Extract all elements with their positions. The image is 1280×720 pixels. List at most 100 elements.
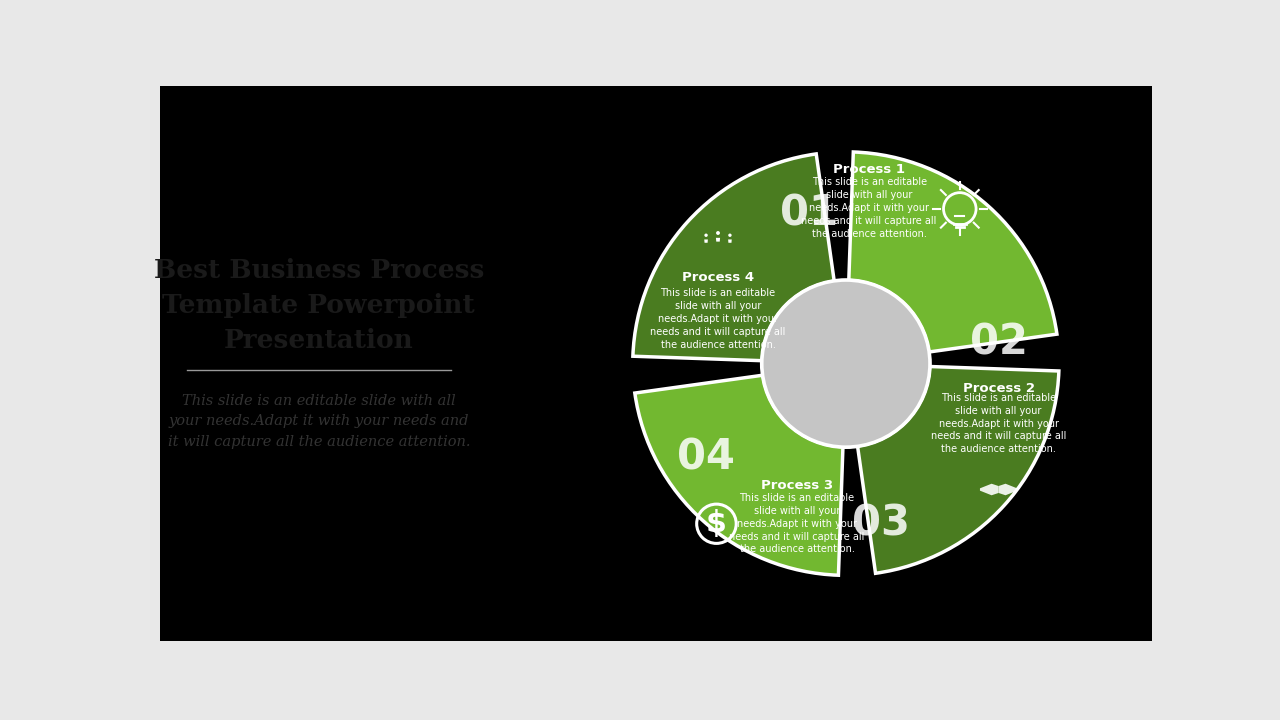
Bar: [536, 86, 540, 641]
Bar: [458, 86, 462, 641]
Bar: [1059, 86, 1062, 641]
Bar: [888, 86, 892, 641]
Bar: [408, 86, 412, 641]
Bar: [1032, 86, 1036, 641]
Bar: [699, 86, 703, 641]
Bar: [1009, 86, 1012, 641]
Bar: [443, 86, 447, 641]
Bar: [636, 86, 640, 641]
Text: This slide is an editable
slide with all your
needs.Adapt it with your
needs and: This slide is an editable slide with all…: [801, 177, 937, 238]
Polygon shape: [704, 240, 708, 243]
Bar: [319, 86, 323, 641]
Bar: [571, 86, 575, 641]
Bar: [1036, 86, 1039, 641]
Bar: [684, 86, 687, 641]
Bar: [1074, 86, 1078, 641]
Text: This slide is an editable
slide with all your
needs.Adapt it with your
needs and: This slide is an editable slide with all…: [650, 288, 786, 349]
Bar: [986, 86, 989, 641]
Bar: [877, 86, 881, 641]
Bar: [575, 86, 579, 641]
Wedge shape: [849, 152, 1057, 352]
Bar: [993, 86, 997, 641]
Circle shape: [716, 231, 719, 235]
Bar: [563, 86, 567, 641]
Text: Process 2: Process 2: [963, 382, 1034, 395]
Bar: [943, 86, 947, 641]
Bar: [435, 86, 439, 641]
Bar: [850, 86, 854, 641]
Bar: [613, 86, 617, 641]
Bar: [974, 86, 978, 641]
Bar: [1094, 86, 1098, 641]
Bar: [361, 86, 365, 641]
Polygon shape: [980, 484, 998, 495]
Bar: [439, 86, 443, 641]
Bar: [326, 86, 330, 641]
Bar: [512, 86, 517, 641]
Bar: [225, 86, 229, 641]
Bar: [548, 86, 552, 641]
Bar: [812, 86, 815, 641]
Bar: [703, 86, 707, 641]
Bar: [500, 86, 504, 641]
Bar: [900, 86, 904, 641]
Bar: [772, 86, 776, 641]
Bar: [234, 86, 238, 641]
Bar: [214, 86, 218, 641]
Bar: [1012, 86, 1016, 641]
Bar: [710, 86, 714, 641]
Bar: [378, 86, 381, 641]
Bar: [764, 86, 768, 641]
Bar: [1098, 86, 1102, 641]
Bar: [1070, 86, 1074, 641]
Circle shape: [760, 279, 931, 449]
Bar: [261, 86, 265, 641]
Bar: [300, 86, 303, 641]
Bar: [911, 86, 915, 641]
Bar: [428, 86, 431, 641]
Bar: [959, 86, 963, 641]
Bar: [1062, 86, 1066, 641]
Bar: [187, 86, 191, 641]
Bar: [420, 86, 424, 641]
Bar: [776, 86, 780, 641]
Bar: [652, 86, 657, 641]
Bar: [349, 86, 353, 641]
Bar: [963, 86, 966, 641]
Bar: [556, 86, 559, 641]
Bar: [1043, 86, 1047, 641]
Bar: [602, 86, 605, 641]
Bar: [783, 86, 787, 641]
Bar: [621, 86, 625, 641]
Bar: [908, 86, 911, 641]
Bar: [668, 86, 672, 641]
Text: $: $: [707, 509, 727, 539]
Bar: [1039, 86, 1043, 641]
Bar: [238, 86, 242, 641]
Text: Process 1: Process 1: [833, 163, 905, 176]
Bar: [737, 86, 741, 641]
Bar: [947, 86, 951, 641]
Bar: [1133, 86, 1137, 641]
Bar: [451, 86, 454, 641]
Bar: [296, 86, 300, 641]
Bar: [508, 86, 512, 641]
Bar: [598, 86, 602, 641]
Bar: [808, 86, 812, 641]
Bar: [1016, 86, 1020, 641]
Polygon shape: [763, 351, 795, 371]
Bar: [517, 86, 521, 641]
Bar: [691, 86, 695, 641]
Bar: [780, 86, 783, 641]
Bar: [609, 86, 613, 641]
Bar: [676, 86, 680, 641]
Bar: [718, 86, 722, 641]
Bar: [168, 86, 172, 641]
Bar: [1020, 86, 1024, 641]
Bar: [179, 86, 183, 641]
Bar: [722, 86, 726, 641]
Bar: [540, 86, 544, 641]
Bar: [1110, 86, 1114, 641]
Wedge shape: [632, 154, 835, 361]
Bar: [1106, 86, 1110, 641]
